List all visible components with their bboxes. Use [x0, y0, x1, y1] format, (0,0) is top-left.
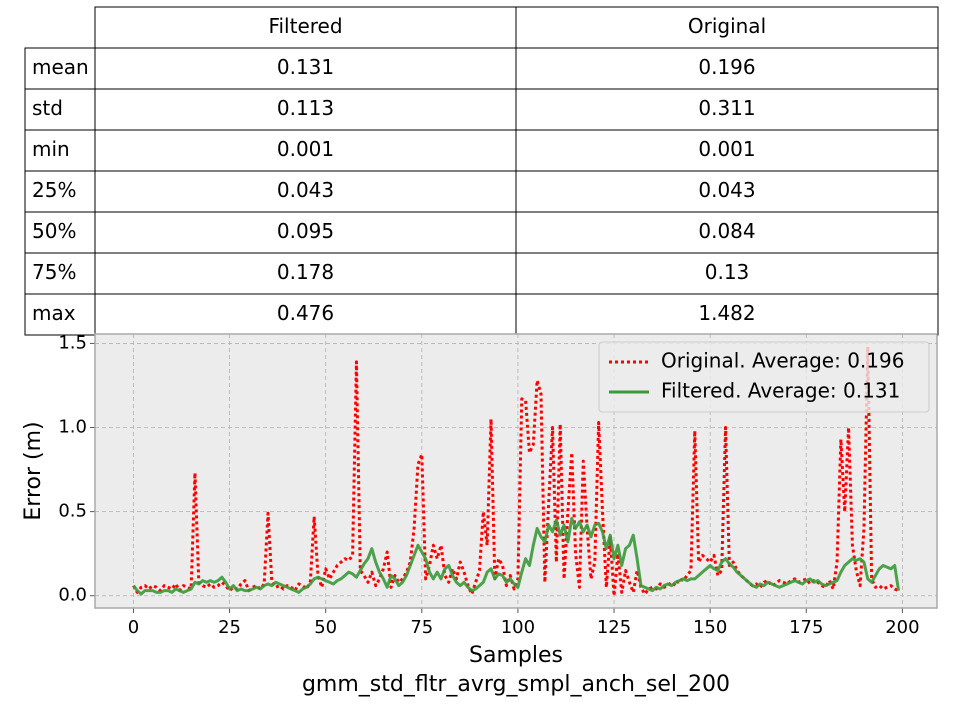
table-cell	[24, 88, 96, 131]
y-tick-label: 1.5	[58, 332, 87, 353]
table-value: 0.095	[277, 219, 334, 243]
table-value: 0.13	[705, 260, 750, 284]
table-cell	[94, 170, 517, 213]
row-header: 75%	[32, 260, 76, 284]
column-header: Original	[688, 14, 766, 38]
legend-label: Original. Average: 0.196	[661, 349, 904, 373]
table-value: 1.482	[698, 301, 755, 325]
row-header: min	[32, 137, 70, 161]
column-header: Filtered	[268, 14, 342, 38]
row-header: mean	[32, 55, 89, 79]
table-value: 0.043	[277, 178, 334, 202]
table-value: 0.043	[698, 178, 755, 202]
table-value: 0.131	[277, 55, 334, 79]
table-cell	[515, 293, 939, 336]
x-tick-label: 0	[128, 617, 139, 638]
x-tick-label: 25	[218, 617, 241, 638]
table-value: 0.311	[698, 96, 755, 120]
row-header: 50%	[32, 219, 76, 243]
table-cell	[515, 170, 939, 213]
table-cell	[515, 129, 939, 172]
table-cell	[24, 170, 96, 213]
table-value: 0.084	[698, 219, 755, 243]
x-tick-label: 125	[597, 617, 631, 638]
chart-title: gmm_std_fltr_avrg_smpl_anch_sel_200	[302, 672, 730, 697]
plot-frame	[94, 333, 938, 609]
y-tick-label: 1.0	[58, 417, 87, 438]
table-cell	[24, 293, 96, 336]
table-cell	[94, 293, 517, 336]
table-cell	[515, 47, 939, 90]
table-value: 0.001	[698, 137, 755, 161]
table-value: 0.196	[698, 55, 755, 79]
series-line	[132, 516, 901, 596]
table-cell	[515, 252, 939, 295]
table-header-cell	[94, 6, 517, 49]
table-cell	[94, 252, 517, 295]
x-axis-label: Samples	[469, 643, 563, 668]
row-header: max	[32, 301, 76, 325]
legend-label: Filtered. Average: 0.131	[661, 379, 900, 403]
row-header: 25%	[32, 178, 76, 202]
table-value: 0.476	[277, 301, 334, 325]
table-value: 0.001	[277, 137, 334, 161]
x-tick-label: 75	[410, 617, 433, 638]
y-axis-label: Error (m)	[21, 421, 46, 520]
table-value: 0.113	[277, 96, 334, 120]
table-cell	[24, 252, 96, 295]
x-tick-label: 200	[885, 617, 919, 638]
table-cell	[94, 47, 517, 90]
table-cell	[515, 88, 939, 131]
y-tick-label: 0.0	[58, 585, 87, 606]
row-header: std	[32, 96, 63, 120]
table-cell	[24, 47, 96, 90]
table-cell	[94, 129, 517, 172]
x-tick-label: 175	[789, 617, 823, 638]
table-value: 0.178	[277, 260, 334, 284]
x-tick-label: 100	[501, 617, 535, 638]
x-tick-label: 50	[314, 617, 337, 638]
table-header-cell	[515, 6, 939, 49]
series-group	[132, 345, 901, 598]
x-tick-label: 150	[693, 617, 727, 638]
table-cell	[94, 211, 517, 254]
y-tick-label: 0.5	[58, 501, 87, 522]
legend-box	[598, 341, 930, 413]
table-cell	[515, 211, 939, 254]
